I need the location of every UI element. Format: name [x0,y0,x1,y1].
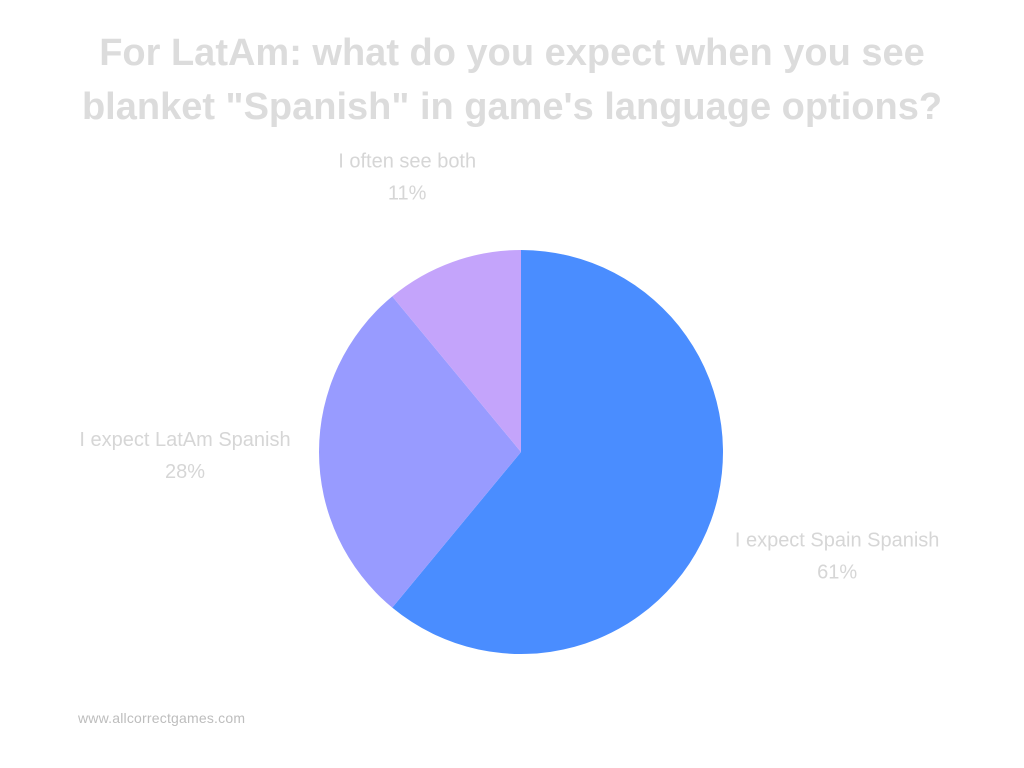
slice-label: I expect Spain Spanish [735,529,940,551]
pie-slice [392,250,521,452]
slice-value-label: 28% [165,461,205,483]
slice-label: I expect LatAm Spanish [79,429,290,451]
pie-slice [319,296,521,608]
pie-slices [319,250,723,654]
slice-value-label: 11% [388,182,427,204]
pie-labels: I expect Spain Spanish 61% I expect LatAm … [79,150,939,583]
footer-url: www.allcorrectgames.com [78,710,246,726]
slice-label: I often see both [338,150,476,172]
slice-value-label: 61% [817,561,857,583]
chart-title-line-2: blanket "Spanish" in game's language opt… [81,86,943,128]
pie-slice [392,250,723,654]
chart-title-line-1: For LatAm: what do you expect when you s… [99,32,925,74]
chart-title: For LatAm: what do you expect when you s… [0,26,1024,134]
